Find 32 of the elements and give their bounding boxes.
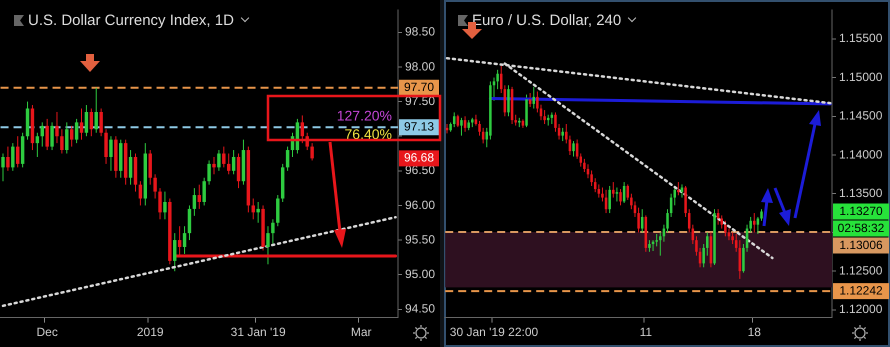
y-tick-label: 98.00 bbox=[405, 59, 436, 74]
text: 1.13270 bbox=[839, 204, 884, 218]
x-tick-label: 31 Jan '19 bbox=[230, 325, 286, 340]
y-tick-label: 95.00 bbox=[405, 266, 436, 281]
y-tick-label: 1.15000 bbox=[839, 70, 883, 84]
x-tick-label: 11 bbox=[640, 325, 652, 340]
text: 02:58:32 bbox=[838, 220, 885, 235]
y-tick-label: 1.13500 bbox=[839, 186, 883, 200]
y-tick-label: 97.50 bbox=[405, 94, 436, 108]
y-tick-label: 94.50 bbox=[405, 302, 436, 316]
y-tick-label: 1.14500 bbox=[839, 108, 883, 123]
ref-line-label: 97.70 bbox=[404, 80, 434, 94]
y-tick-label: 1.14000 bbox=[839, 147, 883, 162]
ref-line-label: 1.12242 bbox=[839, 283, 884, 298]
annotation: 76.40% bbox=[344, 126, 392, 142]
y-tick-label: 1.12500 bbox=[839, 263, 883, 278]
x-tick-label: Mar bbox=[350, 325, 372, 340]
y-tick-label: 96.00 bbox=[405, 198, 436, 212]
y-tick-label: 96.50 bbox=[405, 163, 436, 178]
ref-line-label: 1.13006 bbox=[839, 238, 884, 252]
y-tick-label: 1.12000 bbox=[839, 302, 883, 316]
annotation: 127.20% bbox=[336, 107, 392, 124]
x-tick-label: 30 Jan '19 22:00 bbox=[450, 325, 538, 340]
y-tick-label: 95.50 bbox=[405, 232, 436, 246]
y-tick-label: 1.15500 bbox=[839, 31, 883, 46]
x-tick-label: 18 bbox=[748, 325, 762, 340]
annotation: 96.68 bbox=[404, 150, 434, 165]
x-tick-label: Dec bbox=[36, 325, 58, 340]
ref-line-label: 97.13 bbox=[404, 120, 434, 134]
chart-title: U.S. Dollar Currency Index, 1D bbox=[28, 12, 234, 29]
x-tick-label: 2019 bbox=[136, 325, 164, 340]
y-tick-label: 98.50 bbox=[405, 24, 436, 39]
